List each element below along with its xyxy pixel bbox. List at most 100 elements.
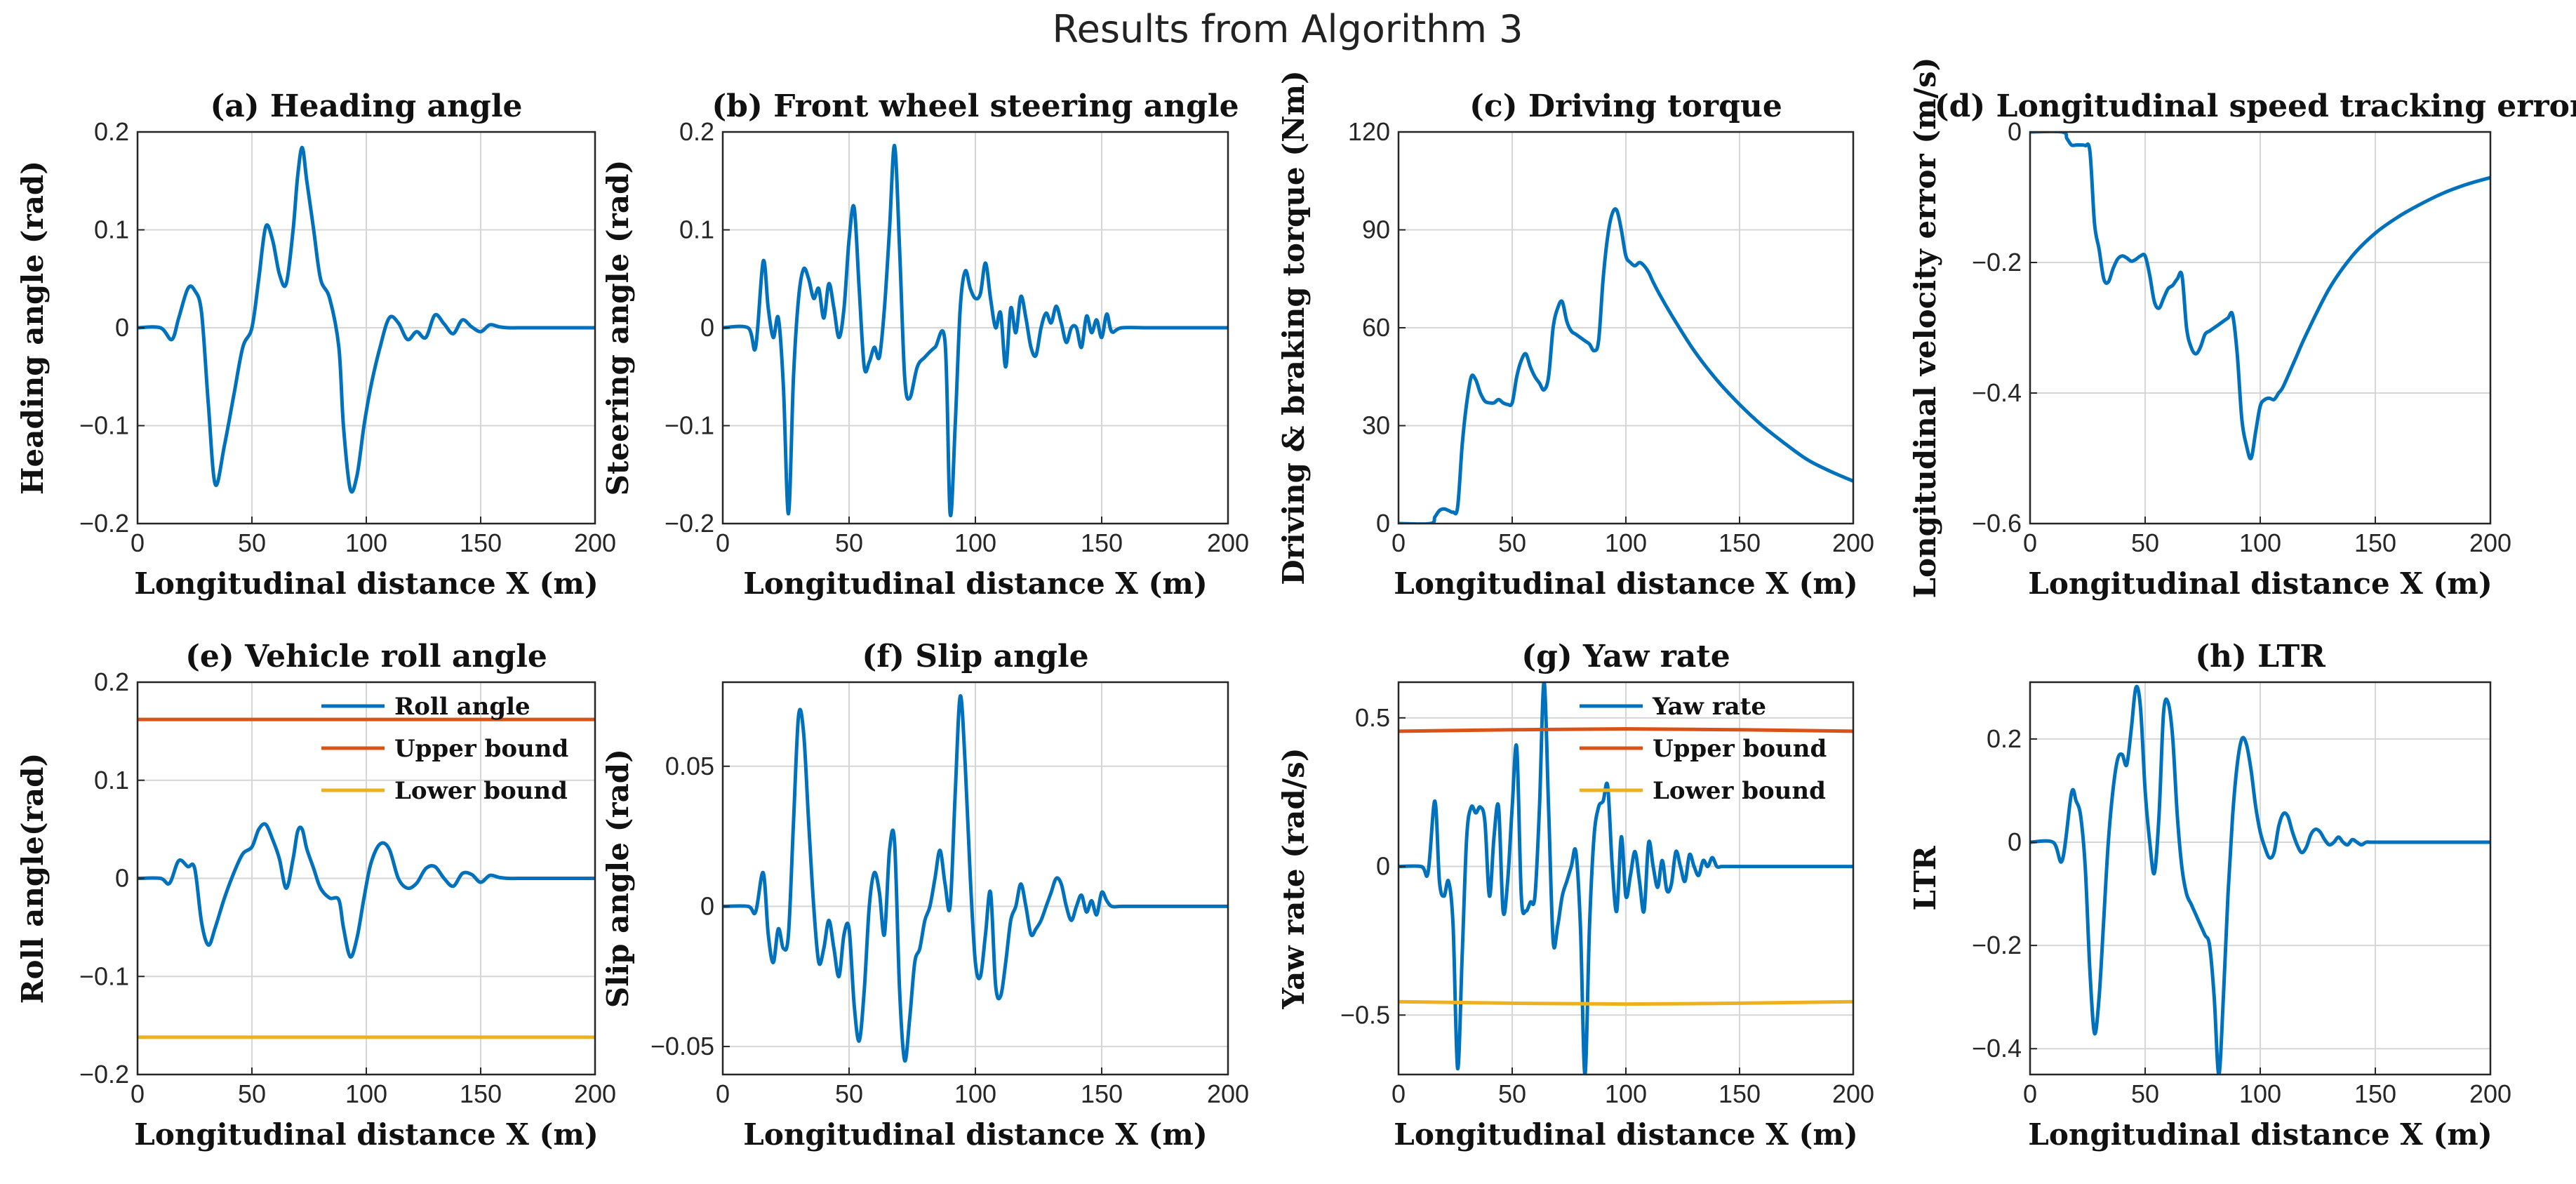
x-tick-label: 0 [716,528,730,557]
y-tick-label: 0.2 [94,667,129,696]
y-tick-label: −0.4 [1972,378,2022,407]
x-tick-label: 150 [1081,1079,1123,1108]
legend-label: Lower bound [1653,777,1826,805]
y-axis-label: Heading angle (rad) [15,161,50,495]
chart-title: (b) Front wheel steering angle [712,88,1239,124]
legend-label: Yaw rate [1652,693,1766,721]
y-tick-label: 0 [700,891,714,920]
y-tick-label: 0 [2008,117,2022,146]
series-line [1399,999,1853,1006]
series-line [2030,132,2490,460]
x-axis-label: Longitudinal distance X (m) [134,566,598,601]
x-tick-label: 50 [835,528,863,557]
x-tick-label: 100 [1605,528,1647,557]
y-tick-label: −0.5 [1340,1000,1390,1029]
y-tick-label: −0.2 [79,1060,129,1089]
x-axis-label: Longitudinal distance X (m) [2028,566,2492,601]
series-line [1399,682,1853,1075]
y-tick-label: 0.1 [94,215,129,244]
x-tick-label: 150 [460,1079,502,1108]
x-tick-label: 100 [954,528,996,557]
x-tick-label: 50 [238,1079,266,1108]
y-tick-label: 0.2 [94,117,129,146]
y-tick-label: 60 [1362,313,1390,342]
x-tick-label: 50 [2131,528,2159,557]
y-tick-label: 120 [1348,117,1390,146]
x-tick-label: 50 [835,1079,863,1108]
x-tick-label: 200 [2469,528,2511,557]
x-tick-label: 50 [238,528,266,557]
y-tick-label: 0.2 [679,117,714,146]
chart-title: (c) Driving torque [1469,88,1782,124]
series-line [138,145,595,494]
y-tick-label: 0 [2008,827,2022,856]
y-axis-label: Steering angle (rad) [601,160,635,496]
x-tick-label: 200 [1207,1079,1249,1108]
series-line [1399,207,1853,524]
y-tick-label: −0.2 [79,509,129,538]
x-axis-label: Longitudinal distance X (m) [2028,1117,2492,1152]
x-tick-label: 150 [460,528,502,557]
y-axis-label: Yaw rate (rad/s) [1276,747,1311,1009]
y-axis-label: Driving & braking torque (Nm) [1276,70,1311,585]
x-tick-label: 200 [574,528,616,557]
y-axis-label: LTR [1908,845,1942,910]
x-tick-label: 200 [574,1079,616,1108]
x-tick-label: 100 [345,528,387,557]
x-tick-label: 150 [1081,528,1123,557]
chart-panel: 0 50 100 150 200−0.6−0.4−0.20(d) Longitudina… [1908,58,2576,601]
x-axis-label: Longitudinal distance X (m) [1394,566,1857,601]
x-tick-label: 100 [954,1079,996,1108]
chart-panel: 0 50 100 150 200 0 30 60 90 120 (c) Driving torque… [1276,70,1874,601]
x-tick-label: 0 [2023,1079,2037,1108]
x-tick-label: 150 [2354,1079,2396,1108]
y-axis-label: Slip angle (rad) [601,749,635,1008]
chart-panel: 0 50 100 150 200 −0.4 −0.2 0 0.2 (h) LTR Longitudi… [1908,639,2511,1152]
y-tick-label: 0 [115,313,129,342]
x-tick-label: 200 [1832,528,1874,557]
x-tick-label: 150 [2354,528,2396,557]
y-tick-label: 0 [1376,852,1390,881]
x-tick-label: 0 [1392,1079,1406,1108]
chart-panel: 0 50 100 150 200 −0.5 0 0.5 (g) Yaw rate Longitud… [1276,639,1874,1152]
series-line [723,694,1228,1063]
x-tick-label: 0 [131,528,145,557]
y-tick-label: 0 [1376,509,1390,538]
x-tick-label: 100 [1605,1079,1647,1108]
y-tick-label: 30 [1362,411,1390,440]
chart-panel: 0 50 100 150 200 −0.2 −0.1 0 0.1 0.2(b) Front whe… [601,88,1249,601]
y-tick-label: 0.2 [1987,724,2022,753]
series-line [2030,684,2490,1075]
x-axis-label: Longitudinal distance X (m) [1394,1117,1857,1152]
x-tick-label: 50 [1498,1079,1526,1108]
series-line [138,822,595,959]
x-tick-label: 150 [1719,528,1761,557]
chart-title: (f) Slip angle [862,639,1088,674]
x-tick-label: 0 [2023,528,2037,557]
legend-label: Upper bound [1653,735,1827,763]
x-tick-label: 200 [1207,528,1249,557]
series-line [723,143,1228,518]
y-tick-label: −0.4 [1972,1034,2022,1063]
chart-title: (e) Vehicle roll angle [185,639,547,674]
legend-label: Roll angle [394,693,530,721]
x-tick-label: 50 [1498,528,1526,557]
x-tick-label: 0 [1392,528,1406,557]
x-tick-label: 100 [345,1079,387,1108]
chart-panel: 0 50 100 150 200 −0.2 −0.1 0 0.1 0.2 (e) Vehicle r… [15,639,616,1152]
y-tick-label: −0.2 [665,509,714,538]
x-tick-label: 200 [2469,1079,2511,1108]
y-axis-label: Roll angle(rad) [15,753,50,1004]
x-axis-label: Longitudinal distance X (m) [134,1117,598,1152]
y-tick-label: −0.05 [650,1032,714,1060]
y-axis-label: Longitudinal velocity error (m/s) [1908,58,1942,599]
x-axis-label: Longitudinal distance X (m) [743,566,1207,601]
y-tick-label: 0 [700,313,714,342]
chart-title: (h) LTR [2195,639,2325,674]
x-tick-label: 0 [716,1079,730,1108]
y-tick-label: 0.1 [679,215,714,244]
y-tick-label: −0.2 [1972,248,2022,277]
legend-label: Upper bound [394,735,568,763]
